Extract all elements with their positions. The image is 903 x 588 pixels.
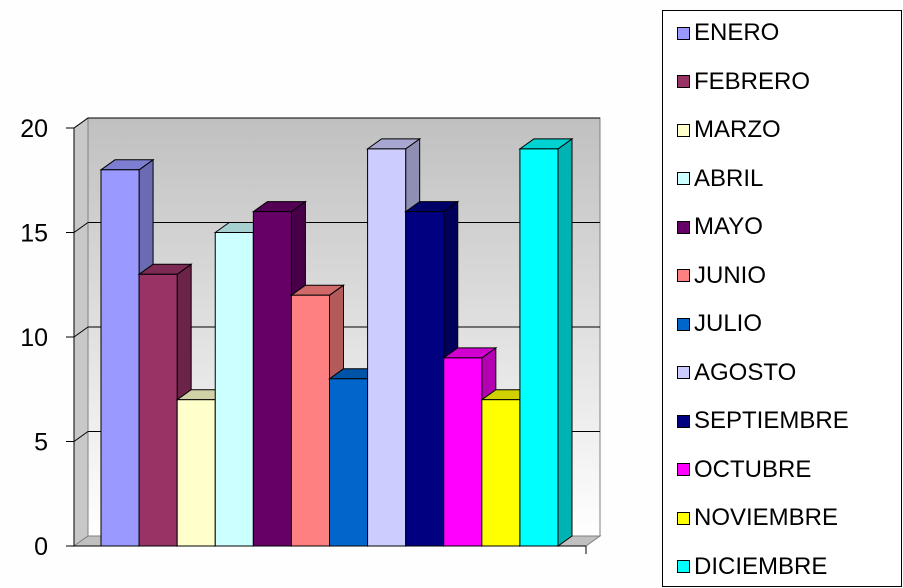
bar-septiembre (404, 200, 460, 547)
legend-label: JUNIO (694, 261, 766, 289)
legend-swatch (677, 560, 690, 573)
legend-item-abril: ABRIL (677, 159, 763, 199)
legend-item-febrero: FEBRERO (677, 62, 810, 102)
legend-item-mayo: MAYO (677, 207, 763, 247)
bar-side (557, 137, 573, 547)
legend-label: SEPTIEMBRE (694, 407, 849, 434)
bar-front (176, 399, 216, 547)
legend-item-septiembre: SEPTIEMBRE (677, 401, 849, 441)
legend-swatch (677, 26, 690, 40)
legend-item-agosto: AGOSTO (677, 353, 796, 393)
legend-item-enero: ENERO (677, 13, 779, 53)
bar-diciembre (518, 137, 574, 547)
legend-swatch (677, 75, 690, 88)
legend-label: OCTUBRE (694, 455, 812, 483)
bar-front (329, 378, 369, 547)
legend-label: ABRIL (694, 164, 764, 192)
legend-item-junio: JUNIO (677, 256, 766, 296)
bar-front (443, 357, 483, 547)
y-tick-label: 5 (34, 429, 48, 457)
bar-front (367, 148, 407, 547)
legend-item-diciembre: DICIEMBRE (677, 547, 827, 587)
legend-swatch (677, 463, 690, 476)
legend-swatch (677, 511, 690, 525)
legend-item-octubre: OCTUBRE (677, 450, 811, 490)
y-tick-label: 20 (20, 115, 48, 143)
legend-swatch (677, 172, 690, 185)
legend-label: DICIEMBRE (694, 552, 828, 580)
gridline-side (73, 431, 89, 442)
y-tick-label: 15 (20, 220, 48, 248)
legend-label: ENERO (694, 19, 780, 46)
legend-swatch (677, 220, 690, 234)
legend-item-marzo: MARZO (677, 110, 781, 150)
bar-front (252, 211, 292, 547)
bar-front (290, 294, 330, 547)
bar-front (519, 148, 559, 547)
legend-swatch (677, 269, 690, 282)
legend-label: MAYO (694, 213, 763, 240)
legend-swatch (677, 366, 690, 379)
legend-swatch (677, 414, 690, 428)
gridline-side (73, 117, 89, 129)
legend-item-noviembre: NOVIEMBRE (677, 498, 838, 538)
bar-front (405, 211, 445, 547)
gridline-side (73, 222, 89, 233)
y-tick-label: 10 (20, 324, 48, 352)
legend-label: FEBRERO (694, 67, 811, 95)
legend-label: JULIO (694, 310, 763, 337)
legend-label: AGOSTO (694, 358, 797, 386)
gridline-side (73, 326, 89, 338)
bar-front (100, 169, 140, 547)
legend-label: NOVIEMBRE (694, 504, 839, 531)
legend-label: MARZO (694, 116, 781, 143)
legend-swatch (677, 317, 690, 331)
bar-front (214, 232, 254, 547)
legend-item-julio: JULIO (677, 304, 762, 344)
chart-legend: ENERO FEBRERO MARZO ABRIL MAYO JUNIO JULIO AGOS… (662, 10, 902, 587)
y-tick-label: 0 (34, 533, 48, 561)
bar-front (138, 273, 178, 547)
legend-swatch (677, 123, 690, 137)
bar-front (481, 399, 521, 547)
